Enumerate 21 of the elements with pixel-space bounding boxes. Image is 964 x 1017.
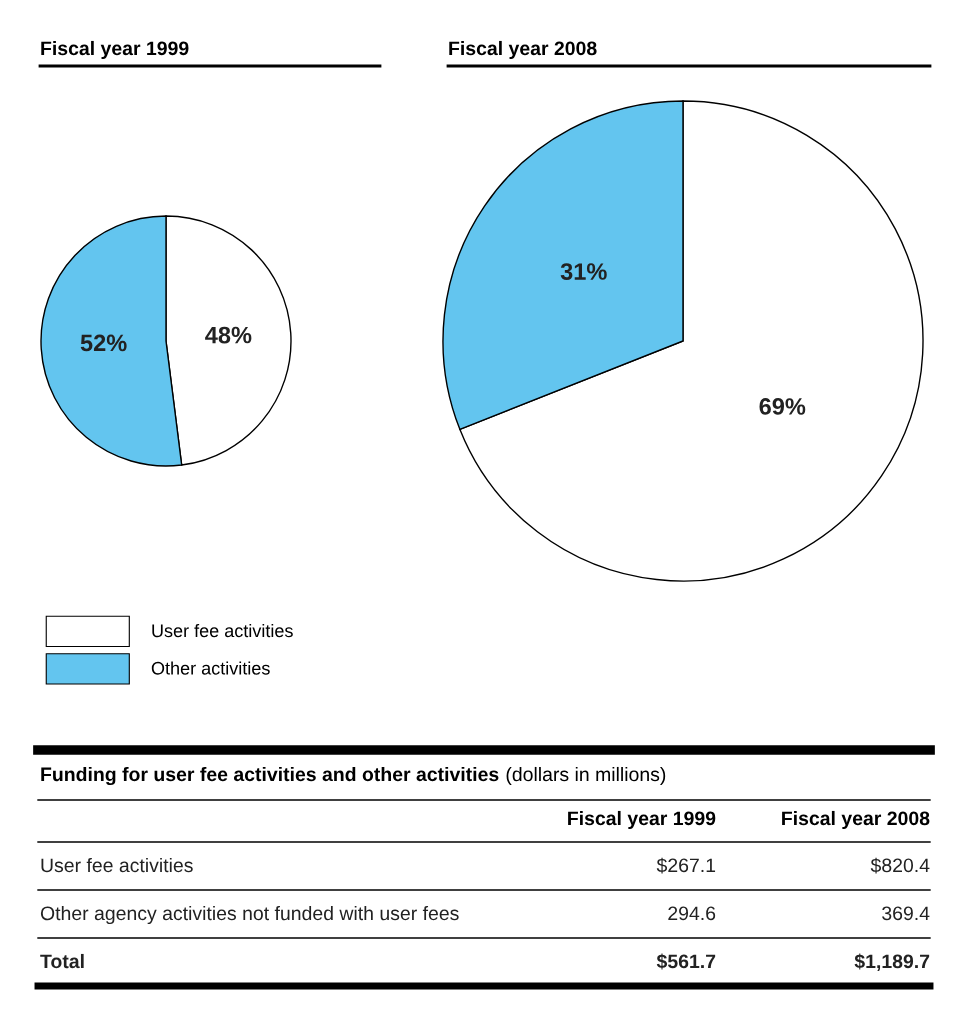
text: (dollars in millions): [506, 766, 666, 786]
text: Total: [40, 953, 84, 969]
text: $267.1: [656, 857, 716, 874]
text: User fee activities: [41, 857, 193, 873]
legend-label: Other activities: [151, 661, 270, 675]
data-label: 31%: [560, 263, 607, 280]
text: 369.4: [882, 906, 930, 921]
legend-label: User fee activities: [152, 623, 293, 638]
text: $820.4: [870, 857, 930, 874]
data-label: 52%: [80, 334, 127, 352]
text: $1,189.7: [854, 953, 930, 972]
text: $561.7: [656, 953, 716, 970]
chart-title: Fiscal year 2008: [449, 40, 597, 60]
chart-title: Fiscal year 1999: [41, 40, 189, 60]
text: Other agency activities not funded with user fees: [40, 905, 459, 925]
category-label: Fiscal year 2008: [782, 810, 930, 830]
data-label: 69%: [759, 398, 806, 415]
category-label: Fiscal year 1999: [568, 810, 716, 830]
data-label: 48%: [205, 326, 252, 344]
text: 294.6: [668, 906, 716, 921]
text: Funding for user fee activities and other activities: [41, 766, 499, 786]
